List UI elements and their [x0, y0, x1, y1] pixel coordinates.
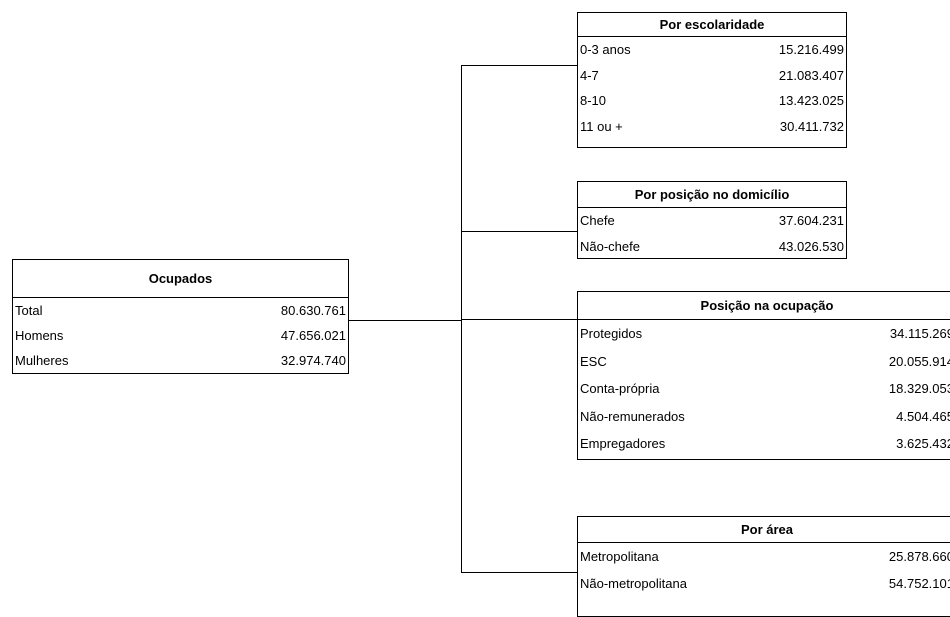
- row-value: 21.083.407: [778, 67, 844, 83]
- row-value: 32.974.740: [280, 353, 346, 368]
- table-row: Metropolitana 25.878.660: [578, 543, 950, 570]
- table-row: Homens 47.656.021: [13, 323, 348, 348]
- row-value: 15.216.499: [778, 42, 844, 57]
- row-value: 47.656.021: [280, 328, 346, 343]
- table-row: Empregadores 3.625.432: [578, 430, 950, 458]
- table-box: Por posição no domicílio Chefe 37.604.231 N…: [577, 181, 847, 260]
- row-value: 54.752.101: [888, 576, 950, 591]
- row-label: Protegidos: [580, 326, 643, 341]
- table-title: Posição na ocupação: [578, 292, 950, 320]
- table-row: Não-metropolitana 54.752.101: [578, 570, 950, 597]
- table-row: Total 80.630.761: [13, 298, 348, 323]
- table-title: Por escolaridade: [578, 13, 846, 37]
- table-box: Posição na ocupação Protegidos 34.115.269 E…: [577, 291, 950, 460]
- page: (() => { const data = JSON.parse(documen…: [12, 12, 950, 617]
- table-title: Por área: [578, 517, 950, 543]
- row-label: 0-3 anos: [580, 42, 631, 57]
- row-value: 37.604.231: [778, 213, 844, 228]
- row-value: 25.878.660: [888, 549, 950, 564]
- row-label: Total: [15, 303, 43, 318]
- row-value: 13.423.025: [778, 93, 844, 109]
- table-row: ESC 20.055.914: [578, 348, 950, 376]
- table-row: Mulheres 32.974.740: [13, 348, 348, 373]
- row-value: 3.625.432: [896, 436, 950, 451]
- table-title: Por posição no domicílio: [578, 182, 846, 208]
- row-value: 43.026.530: [778, 238, 844, 254]
- row-value: 4.504.465: [896, 408, 950, 424]
- row-label: Não-chefe: [580, 238, 640, 254]
- row-value: 80.630.761: [280, 303, 346, 318]
- table-row: Não-chefe 43.026.530: [578, 234, 846, 260]
- table-box: Ocupados Total 80.630.761 Homens 47.656.021 M…: [12, 259, 349, 374]
- table-row: 4-7 21.083.407: [578, 63, 846, 89]
- table-row: Protegidos 34.115.269: [578, 320, 950, 348]
- table-row: 0-3 anos 15.216.499: [578, 37, 846, 63]
- table-row: 8-10 13.423.025: [578, 88, 846, 114]
- row-value: 18.329.053: [888, 381, 950, 396]
- row-value: 20.055.914: [888, 353, 950, 369]
- row-label: ESC: [580, 353, 607, 369]
- table-row: Não-remunerados 4.504.465: [578, 403, 950, 431]
- table-box: Por área Metropolitana 25.878.660 Não-metro…: [577, 516, 950, 617]
- table-title: Ocupados: [13, 260, 348, 298]
- row-label: Conta-própria: [580, 381, 660, 396]
- connector: [349, 320, 461, 321]
- table-row: 11 ou + 30.411.732: [578, 114, 846, 140]
- connector: [461, 231, 577, 232]
- row-label: Mulheres: [15, 353, 69, 368]
- row-label: Não-remunerados: [580, 408, 685, 424]
- row-value: 34.115.269: [889, 326, 950, 341]
- table-row: Conta-própria 18.329.053: [578, 375, 950, 403]
- table-box: Por escolaridade 0-3 anos 15.216.499 4-7 21.…: [577, 12, 847, 148]
- row-label: Chefe: [580, 213, 615, 228]
- connector: [461, 572, 577, 573]
- row-label: 4-7: [580, 67, 599, 83]
- row-label: 8-10: [580, 93, 607, 109]
- table-row: Chefe 37.604.231: [578, 208, 846, 234]
- connector: [461, 319, 577, 320]
- connector: [461, 65, 577, 66]
- row-label: Homens: [15, 328, 64, 343]
- row-label: Metropolitana: [580, 549, 659, 564]
- row-label: Não-metropolitana: [580, 576, 687, 591]
- row-label: Empregadores: [580, 436, 666, 451]
- row-label: 11 ou +: [580, 119, 623, 135]
- row-value: 30.411.732: [779, 119, 844, 135]
